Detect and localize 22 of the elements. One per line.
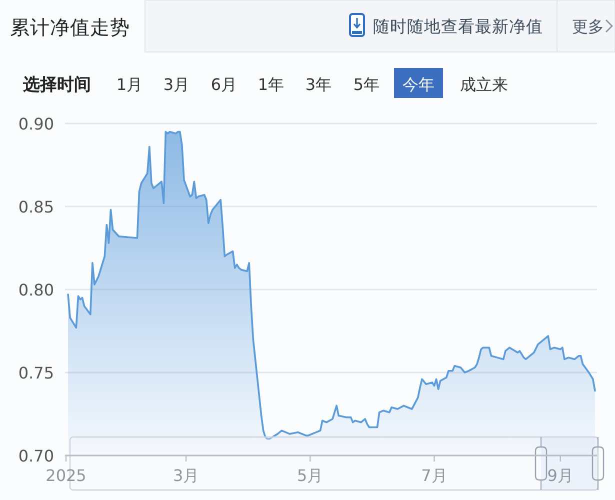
button: 今年 (394, 68, 443, 98)
x-tick-label: 5月 (297, 466, 324, 485)
y-tick-label: 0.70 (18, 446, 54, 466)
y-tick-label: 0.85 (18, 198, 54, 216)
text: 3年 (305, 75, 332, 94)
text: 随时随地查看最新净值 (373, 17, 543, 36)
y-tick-label: 0.80 (18, 280, 54, 300)
x-tick-label: 2025 (46, 466, 86, 485)
x-tick-label: 3月 (172, 466, 200, 485)
x-tick-label: 7月 (421, 466, 448, 485)
text: 1月 (116, 75, 143, 94)
text: 选择时间 (22, 75, 91, 95)
text: 成立来 (460, 75, 508, 94)
text: 1年 (258, 75, 284, 94)
y-tick-label: 0.75 (18, 364, 54, 382)
text: 5年 (353, 75, 380, 94)
text: 3月 (163, 75, 190, 94)
chart-title: 累计净值走势 (10, 16, 130, 39)
text: 更多 (572, 17, 604, 36)
x-tick-label: 9月 (547, 466, 574, 485)
text: 6月 (210, 75, 238, 94)
y-tick-label: 0.90 (18, 114, 54, 134)
